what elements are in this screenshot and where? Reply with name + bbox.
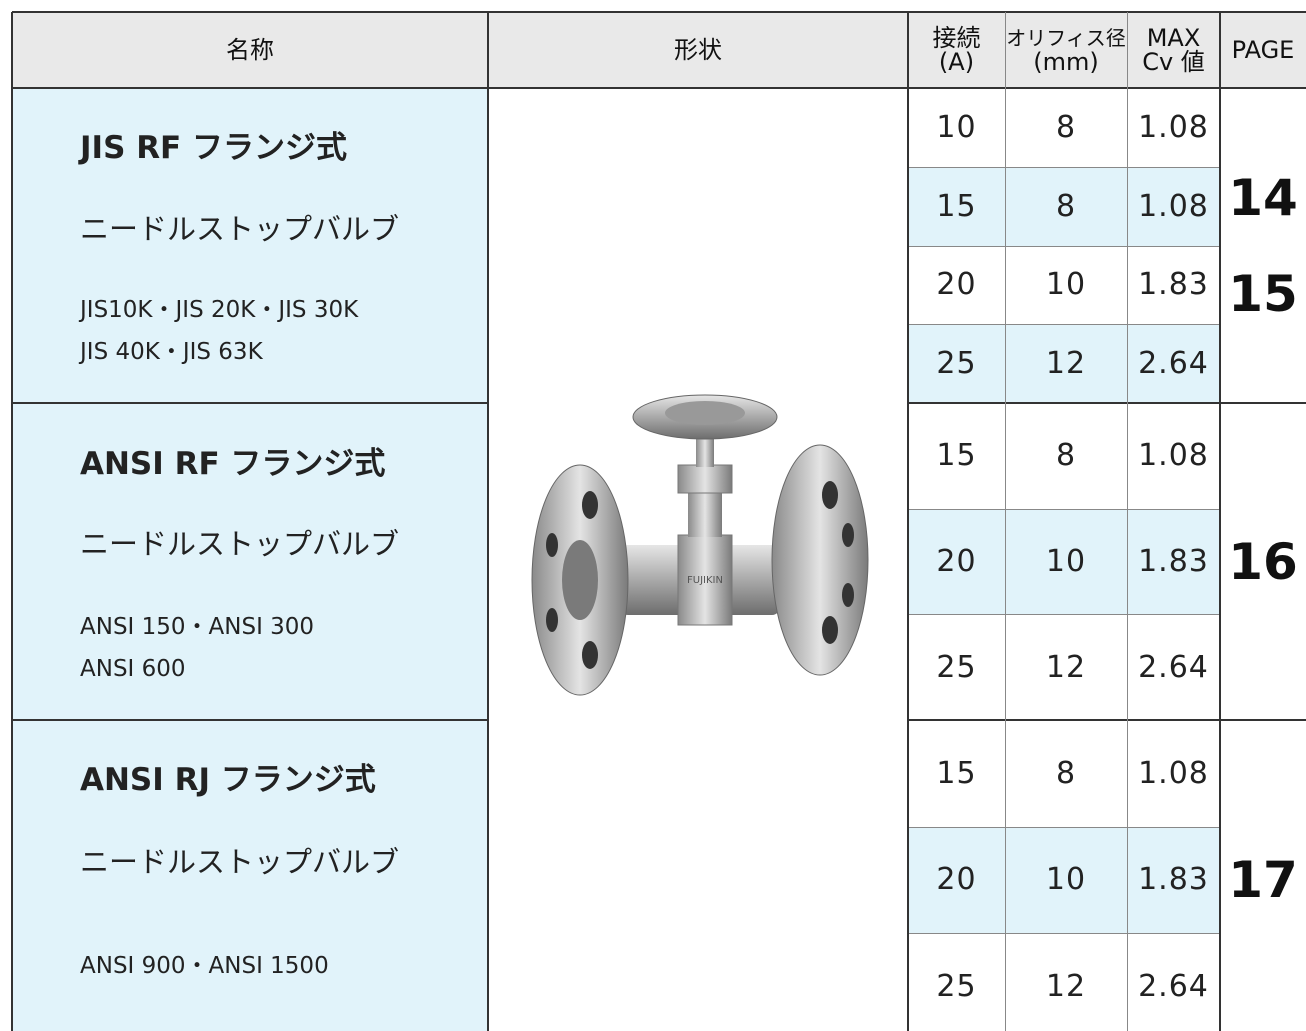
group-standard: ANSI 600 [80, 656, 186, 682]
row-line [908, 324, 1220, 326]
name-bg [12, 88, 488, 403]
row-bg [908, 826, 1220, 934]
header-cell: 接続 (A) [908, 12, 1005, 88]
data-cell: 2.64 [1138, 969, 1209, 1005]
data-cell: 15 [936, 188, 977, 224]
header-cell: PAGE [1220, 12, 1306, 88]
data-cell: 10 [936, 109, 977, 145]
row-bg [908, 166, 1220, 246]
row-line [908, 614, 1220, 616]
data-cell: 20 [936, 267, 977, 303]
header-text: 形状 [674, 36, 722, 64]
data-cell: 2.64 [1138, 346, 1209, 382]
group-standard: JIS10K・JIS 20K・JIS 30K [80, 297, 359, 323]
group-title: JIS RF フランジ式 [80, 130, 348, 166]
data-cell: 1.08 [1138, 755, 1209, 791]
header-text: PAGE [1231, 36, 1295, 64]
data-cell: 1.83 [1138, 862, 1209, 898]
row-bg [908, 508, 1220, 615]
group-line [12, 402, 488, 404]
data-cell: 1.08 [1138, 438, 1209, 474]
svg-text:FUJIKIN: FUJIKIN [687, 575, 723, 586]
page-cell: 14 15 [1220, 88, 1306, 403]
data-cell: 8 [1055, 755, 1077, 791]
header-cell: 形状 [488, 12, 908, 88]
page-number: 16 [1228, 532, 1298, 591]
header-text: Cv 値 [1142, 48, 1205, 76]
data-cell: 2.64 [1138, 649, 1209, 685]
group-subtitle: ニードルストップバルブ [80, 845, 400, 879]
data-cell: 25 [936, 649, 977, 685]
column-line [1126, 12, 1128, 1031]
data-cell: 10 [1045, 543, 1087, 579]
row-line [908, 508, 1220, 510]
row-line [908, 826, 1220, 828]
data-cell: 8 [1055, 438, 1077, 474]
header-text: (mm) [1033, 48, 1099, 76]
row-bg [908, 324, 1220, 403]
data-cell: 15 [936, 438, 977, 474]
header-text: MAX [1146, 24, 1201, 52]
group-standard: JIS 40K・JIS 63K [80, 339, 263, 365]
header-cell: MAX Cv 値 [1127, 12, 1220, 88]
data-cell: 12 [1045, 346, 1087, 382]
group-standard: ANSI 150・ANSI 300 [80, 614, 315, 640]
group-title: ANSI RJ フランジ式 [80, 762, 376, 798]
data-cell: 20 [936, 543, 977, 579]
header-bg [12, 12, 1306, 88]
group-subtitle: ニードルストップバルブ [80, 212, 400, 246]
page-cell: 17 [1220, 720, 1306, 1031]
data-cell: 15 [936, 755, 977, 791]
header-text: 接続 [932, 24, 981, 52]
row-line [908, 166, 1220, 168]
header-text: (A) [938, 48, 975, 76]
name-bg [12, 403, 488, 720]
page-cell: 16 [1220, 403, 1306, 720]
group-subtitle: ニードルストップバルブ [80, 527, 400, 561]
header-cell: 名称 [12, 12, 488, 88]
data-cell: 1.83 [1138, 267, 1209, 303]
data-cell: 25 [936, 346, 977, 382]
data-cell: 12 [1045, 649, 1087, 685]
group-line [908, 719, 1306, 721]
data-cell: 1.83 [1138, 543, 1209, 579]
page-number: 14 [1228, 168, 1298, 227]
header-text: オリフィス径 [1006, 26, 1126, 50]
row-line [908, 933, 1220, 935]
data-cell: 1.08 [1138, 188, 1209, 224]
name-bg [12, 720, 488, 1031]
frame-line [12, 87, 1306, 89]
column-line [11, 12, 13, 1031]
frame-line [12, 11, 1306, 13]
group-standard: ANSI 900・ANSI 1500 [80, 953, 329, 979]
row-line [908, 245, 1220, 247]
data-cell: 10 [1045, 267, 1087, 303]
data-cell: 8 [1055, 188, 1077, 224]
header-text: 名称 [226, 36, 274, 64]
header-cell: オリフィス径 (mm) [1005, 12, 1127, 88]
data-cell: 1.08 [1138, 109, 1209, 145]
column-line [487, 12, 489, 1031]
column-line [1004, 12, 1006, 1031]
data-cell: 25 [936, 969, 977, 1005]
group-line [12, 719, 488, 721]
column-line [1219, 12, 1221, 1031]
data-cell: 12 [1045, 969, 1087, 1005]
data-cell: 8 [1055, 109, 1077, 145]
column-line [907, 12, 909, 1031]
data-cell: 10 [1045, 862, 1087, 898]
group-line [908, 402, 1306, 404]
page-number: 17 [1228, 851, 1298, 909]
data-cell: 20 [936, 862, 977, 898]
valve-image: FUJIKIN [531, 394, 869, 696]
page-number: 15 [1228, 264, 1298, 323]
group-title: ANSI RF フランジ式 [80, 446, 386, 482]
